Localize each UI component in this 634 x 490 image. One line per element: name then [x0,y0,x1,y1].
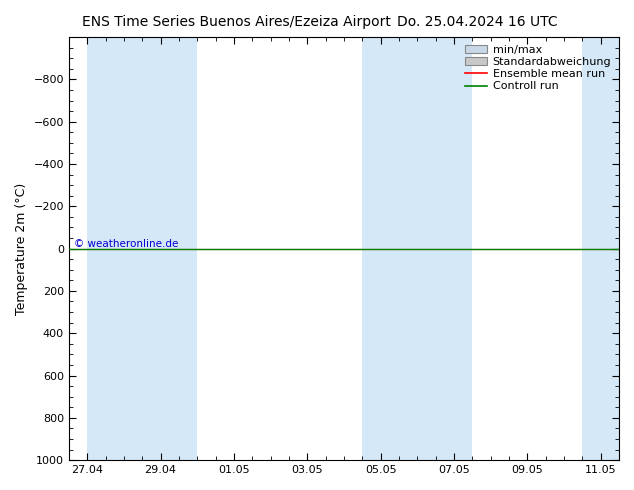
Bar [142,37,197,460]
Text: ENS Time Series Buenos Aires/Ezeiza Airport: ENS Time Series Buenos Aires/Ezeiza Airp… [82,15,391,29]
Bar [87,37,142,460]
Bar [417,37,472,460]
Legend: min/max, Standardabweichung, Ensemble mean run, Controll run: min/max, Standardabweichung, Ensemble me… [460,40,616,96]
Text: © weatheronline.de: © weatheronline.de [74,239,179,248]
Bar [362,37,417,460]
Bar [582,37,619,460]
Text: Do. 25.04.2024 16 UTC: Do. 25.04.2024 16 UTC [398,15,558,29]
Y-axis label: Temperature 2m (°C): Temperature 2m (°C) [15,182,28,315]
